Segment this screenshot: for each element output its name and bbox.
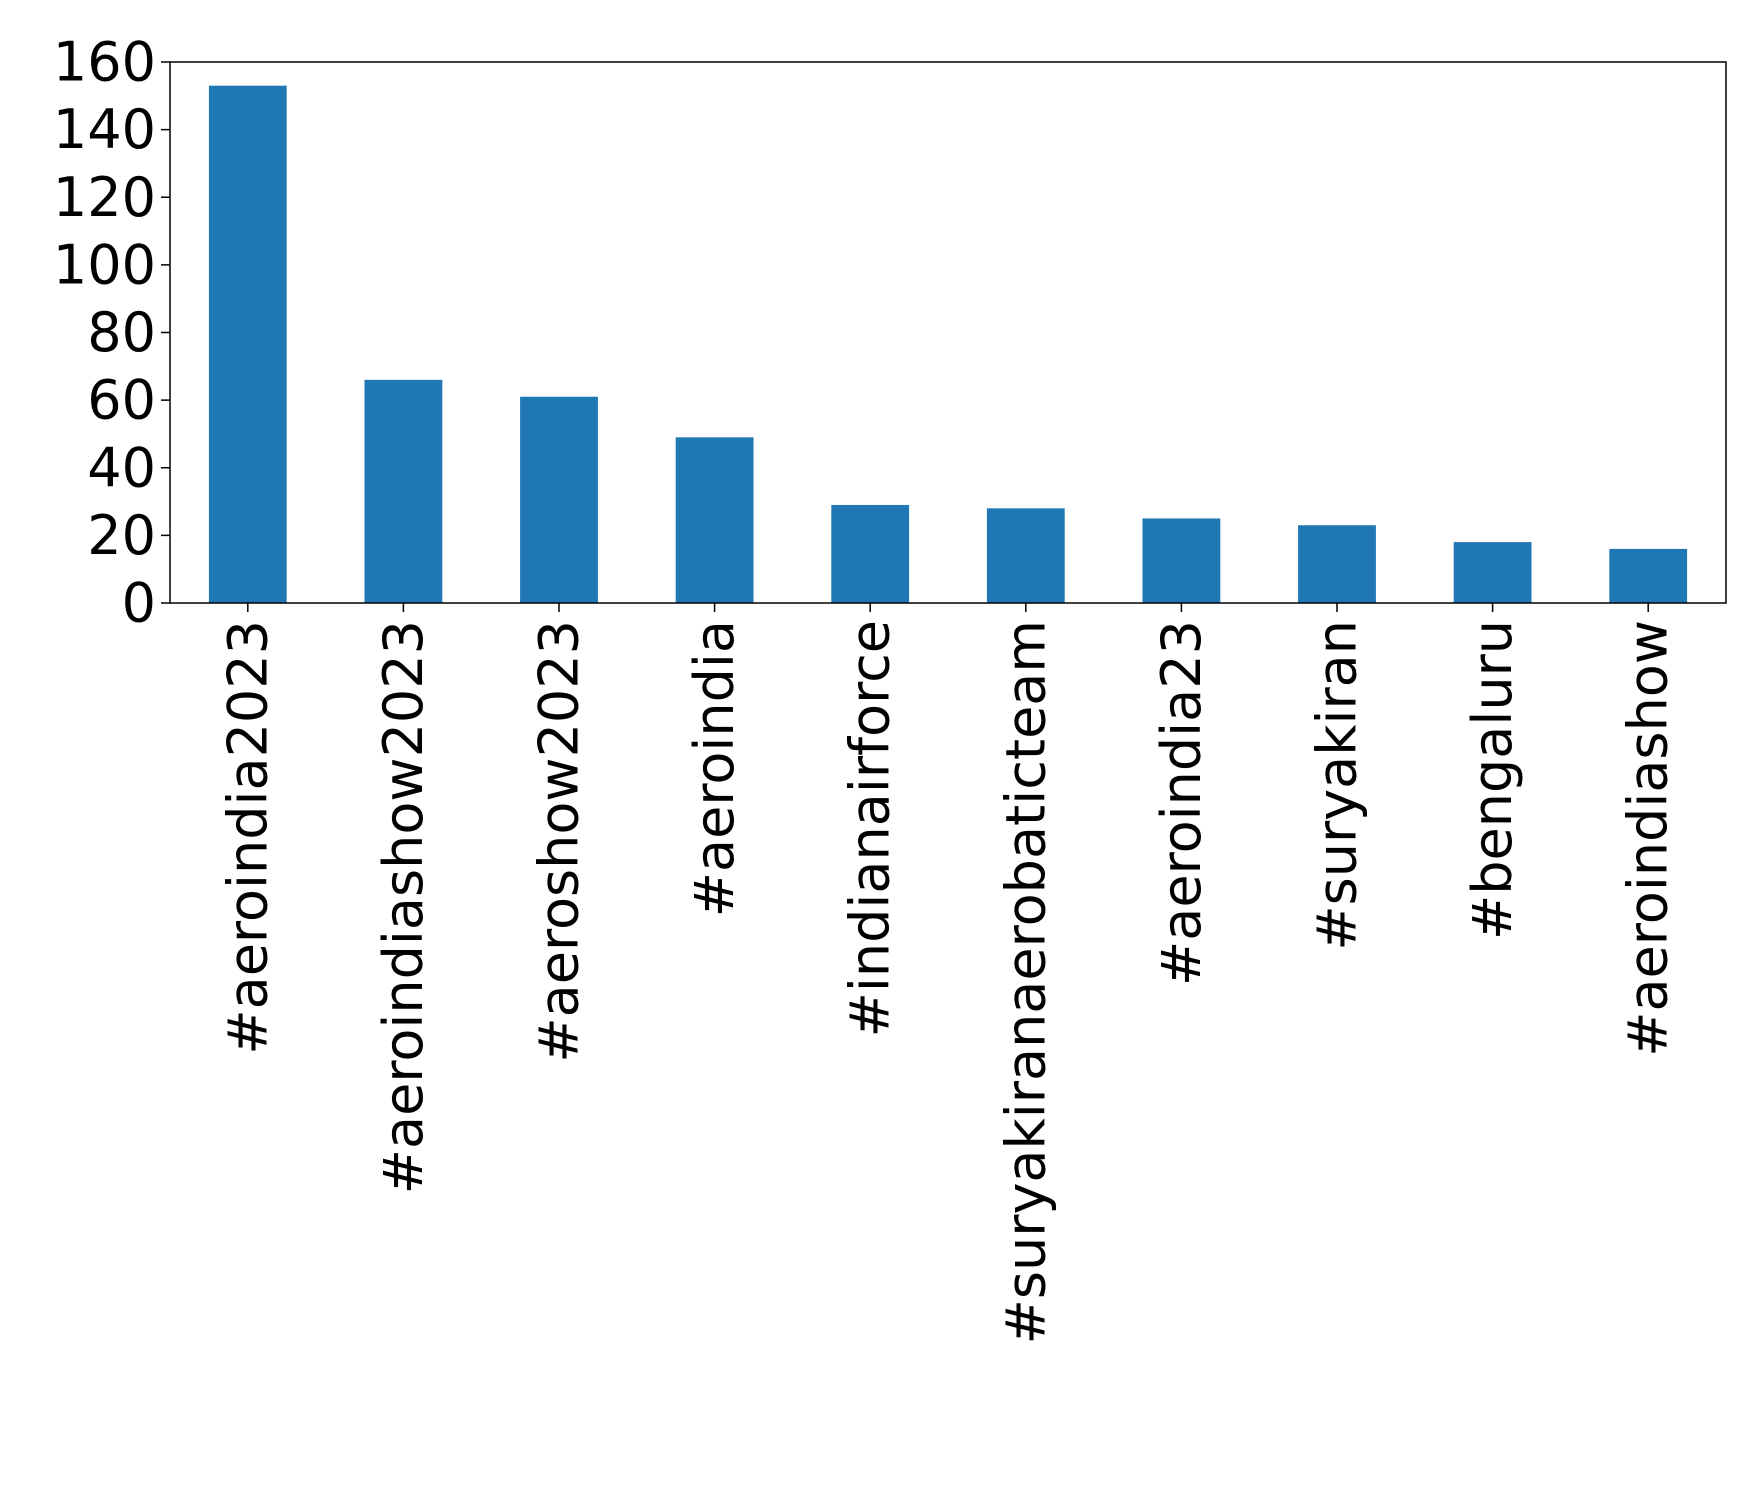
plot-frame [169,61,1727,604]
x-tick-label: #aeroindiashow2023 [372,620,435,1194]
y-tick-label: 160 [53,31,156,94]
bar-bengaluru [1453,542,1532,603]
x-tick-label: #aeroindia2023 [216,620,279,1055]
y-tick-label: 40 [87,436,156,499]
bar-suryakiranaerobaticteam [986,508,1065,603]
bar-aeroindiashow [1609,548,1688,603]
y-tick-label: 20 [87,504,156,567]
bar-indianairforce [831,504,910,603]
bars-layer [208,85,1688,603]
x-tick-label: #aeroindia23 [1150,620,1213,986]
y-tick-label: 100 [53,233,156,296]
y-tick-label: 60 [87,369,156,432]
x-tick-label: #bengaluru [1461,620,1524,940]
x-tick-label: #suryakiranaerobaticteam [994,620,1057,1344]
x-axis: #aeroindia2023 #aeroindiashow2023 #aerosho… [216,603,1680,1344]
bar-aeroindia [675,437,754,603]
y-tick-label: 140 [53,98,156,161]
x-tick-label: #indianairforce [839,620,902,1037]
bar-aeroindiashow2023 [364,379,443,603]
y-tick-label: 120 [53,166,156,229]
bar-aeroshow2023 [520,396,598,603]
y-tick-label: 0 [122,572,156,635]
y-tick-label: 80 [87,301,156,364]
bar-aeroindia2023 [208,85,287,603]
bar-suryakiran [1298,525,1376,603]
bar-aeroindia23 [1142,518,1221,603]
x-tick-label: #suryakiran [1306,620,1369,951]
x-tick-label: #aeroindiashow [1617,620,1680,1057]
x-tick-label: #aeroshow2023 [528,620,591,1063]
x-tick-label: #aeroindia [683,620,746,917]
